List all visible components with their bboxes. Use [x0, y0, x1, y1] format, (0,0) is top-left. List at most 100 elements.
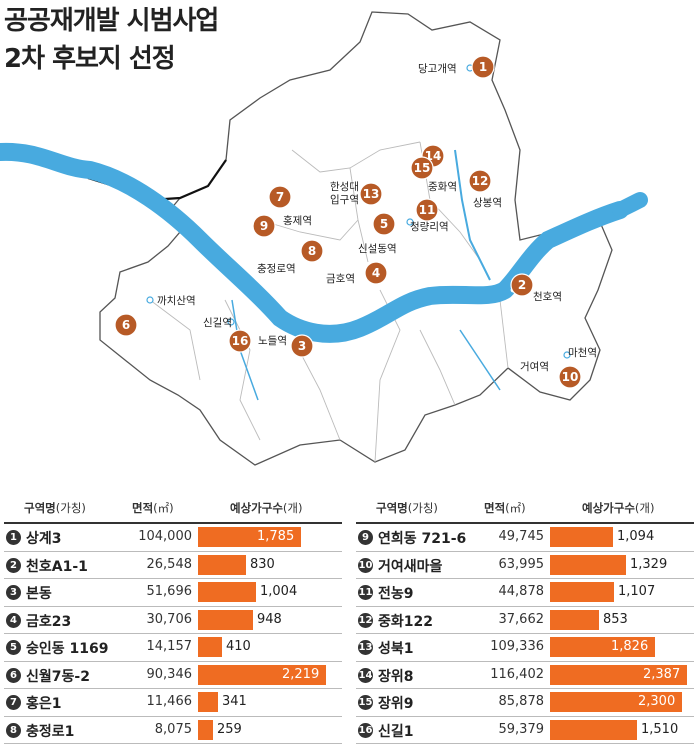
row-district-name: 홍은1 [26, 693, 62, 713]
station-sinseoldong: 신설동역 [358, 243, 397, 255]
svg-text:4: 4 [372, 266, 380, 280]
col-district-header: 구역명(가칭) [376, 500, 438, 516]
row-area: 30,706 [147, 612, 193, 627]
row-number-badge: 12 [358, 613, 373, 628]
marker-2[interactable]: 2 [511, 274, 533, 296]
col-households-header: 예상가구수(개) [582, 500, 654, 516]
row-number-badge: 8 [6, 723, 21, 738]
row-area: 49,745 [499, 529, 545, 544]
row-households-value: 1,826 [611, 639, 648, 654]
row-number-badge: 9 [358, 530, 373, 545]
seoul-map: 당고개역 천호역 노들역 금호역 신설동역 까치산역 홍제역 충정로역 마천역 … [0, 0, 700, 490]
marker-15[interactable]: 15 [411, 157, 433, 179]
marker-6[interactable]: 6 [115, 314, 137, 336]
marker-8[interactable]: 8 [301, 240, 323, 262]
row-households-value: 1,094 [617, 529, 654, 544]
seoul-boundary [100, 12, 612, 465]
row-area: 59,379 [499, 722, 545, 737]
marker-3[interactable]: 3 [291, 335, 313, 357]
row-number-badge: 15 [358, 695, 373, 710]
row-district-name: 성북1 [378, 638, 414, 658]
row-area: 116,402 [490, 667, 544, 682]
row-households-value: 410 [226, 639, 251, 654]
col-area-header: 면적(㎡) [484, 500, 526, 516]
row-households-bar [198, 692, 218, 712]
row-households-value: 1,785 [257, 529, 294, 544]
row-number-badge: 2 [6, 558, 21, 573]
marker-10[interactable]: 10 [559, 366, 581, 388]
row-district-name: 금호23 [26, 611, 71, 631]
row-households-value: 341 [222, 694, 247, 709]
svg-text:16: 16 [232, 334, 249, 348]
row-number-badge: 16 [358, 723, 373, 738]
row-households-value: 830 [250, 557, 275, 572]
svg-text:1: 1 [479, 60, 487, 74]
marker-9[interactable]: 9 [253, 215, 275, 237]
row-households-bar [550, 610, 599, 630]
row-households-value: 1,329 [630, 557, 667, 572]
row-area: 109,336 [490, 639, 544, 654]
row-households-bar [198, 582, 256, 602]
row-area: 11,466 [147, 694, 193, 709]
marker-16[interactable]: 16 [229, 330, 251, 352]
row-number-badge: 10 [358, 558, 373, 573]
marker-13[interactable]: 13 [360, 183, 382, 205]
col-households-header: 예상가구수(개) [230, 500, 302, 516]
marker-12[interactable]: 12 [469, 170, 491, 192]
row-households-value: 2,300 [638, 694, 675, 709]
svg-text:11: 11 [419, 203, 436, 217]
table-header-left: 구역명(가칭) 면적(㎡) 예상가구수(개) [4, 494, 342, 524]
marker-7[interactable]: 7 [269, 186, 291, 208]
row-district-name: 본동 [26, 583, 52, 603]
svg-text:12: 12 [472, 174, 489, 188]
han-river-top-cap [620, 200, 640, 210]
table-header-right: 구역명(가칭) 면적(㎡) 예상가구수(개) [356, 494, 694, 524]
row-households-bar [198, 555, 246, 575]
row-number-badge: 5 [6, 640, 21, 655]
station-dangogae: 당고개역 [418, 63, 457, 75]
marker-11[interactable]: 11 [416, 199, 438, 221]
svg-text:8: 8 [308, 244, 316, 258]
svg-text:10: 10 [562, 370, 579, 384]
row-district-name: 숭인동 1169 [26, 638, 108, 658]
marker-1[interactable]: 1 [472, 56, 494, 78]
row-district-name: 천호A1-1 [26, 556, 88, 576]
row-district-name: 중화122 [378, 611, 433, 631]
station-geumho: 금호역 [326, 273, 355, 285]
marker-5[interactable]: 5 [373, 213, 395, 235]
svg-text:15: 15 [414, 161, 431, 175]
station-macheon: 마천역 [568, 347, 597, 359]
row-number-badge: 4 [6, 613, 21, 628]
row-households-bar [198, 637, 222, 657]
svg-text:13: 13 [363, 187, 380, 201]
station-singil: 신길역 [203, 316, 232, 329]
row-households-value: 2,387 [643, 667, 680, 682]
row-number-badge: 1 [6, 530, 21, 545]
row-households-value: 2,219 [282, 667, 319, 682]
svg-text:7: 7 [276, 190, 284, 204]
svg-text:6: 6 [122, 318, 130, 332]
row-households-bar [550, 555, 626, 575]
marker-4[interactable]: 4 [365, 262, 387, 284]
station-cheongnyangni: 청량리역 [410, 221, 449, 233]
row-area: 51,696 [147, 584, 193, 599]
row-area: 37,662 [499, 612, 545, 627]
row-district-name: 신길1 [378, 721, 414, 741]
row-households-value: 1,107 [618, 584, 655, 599]
row-district-name: 장위9 [378, 693, 414, 713]
row-area: 63,995 [499, 557, 545, 572]
row-households-bar [198, 610, 253, 630]
row-area: 104,000 [138, 529, 192, 544]
